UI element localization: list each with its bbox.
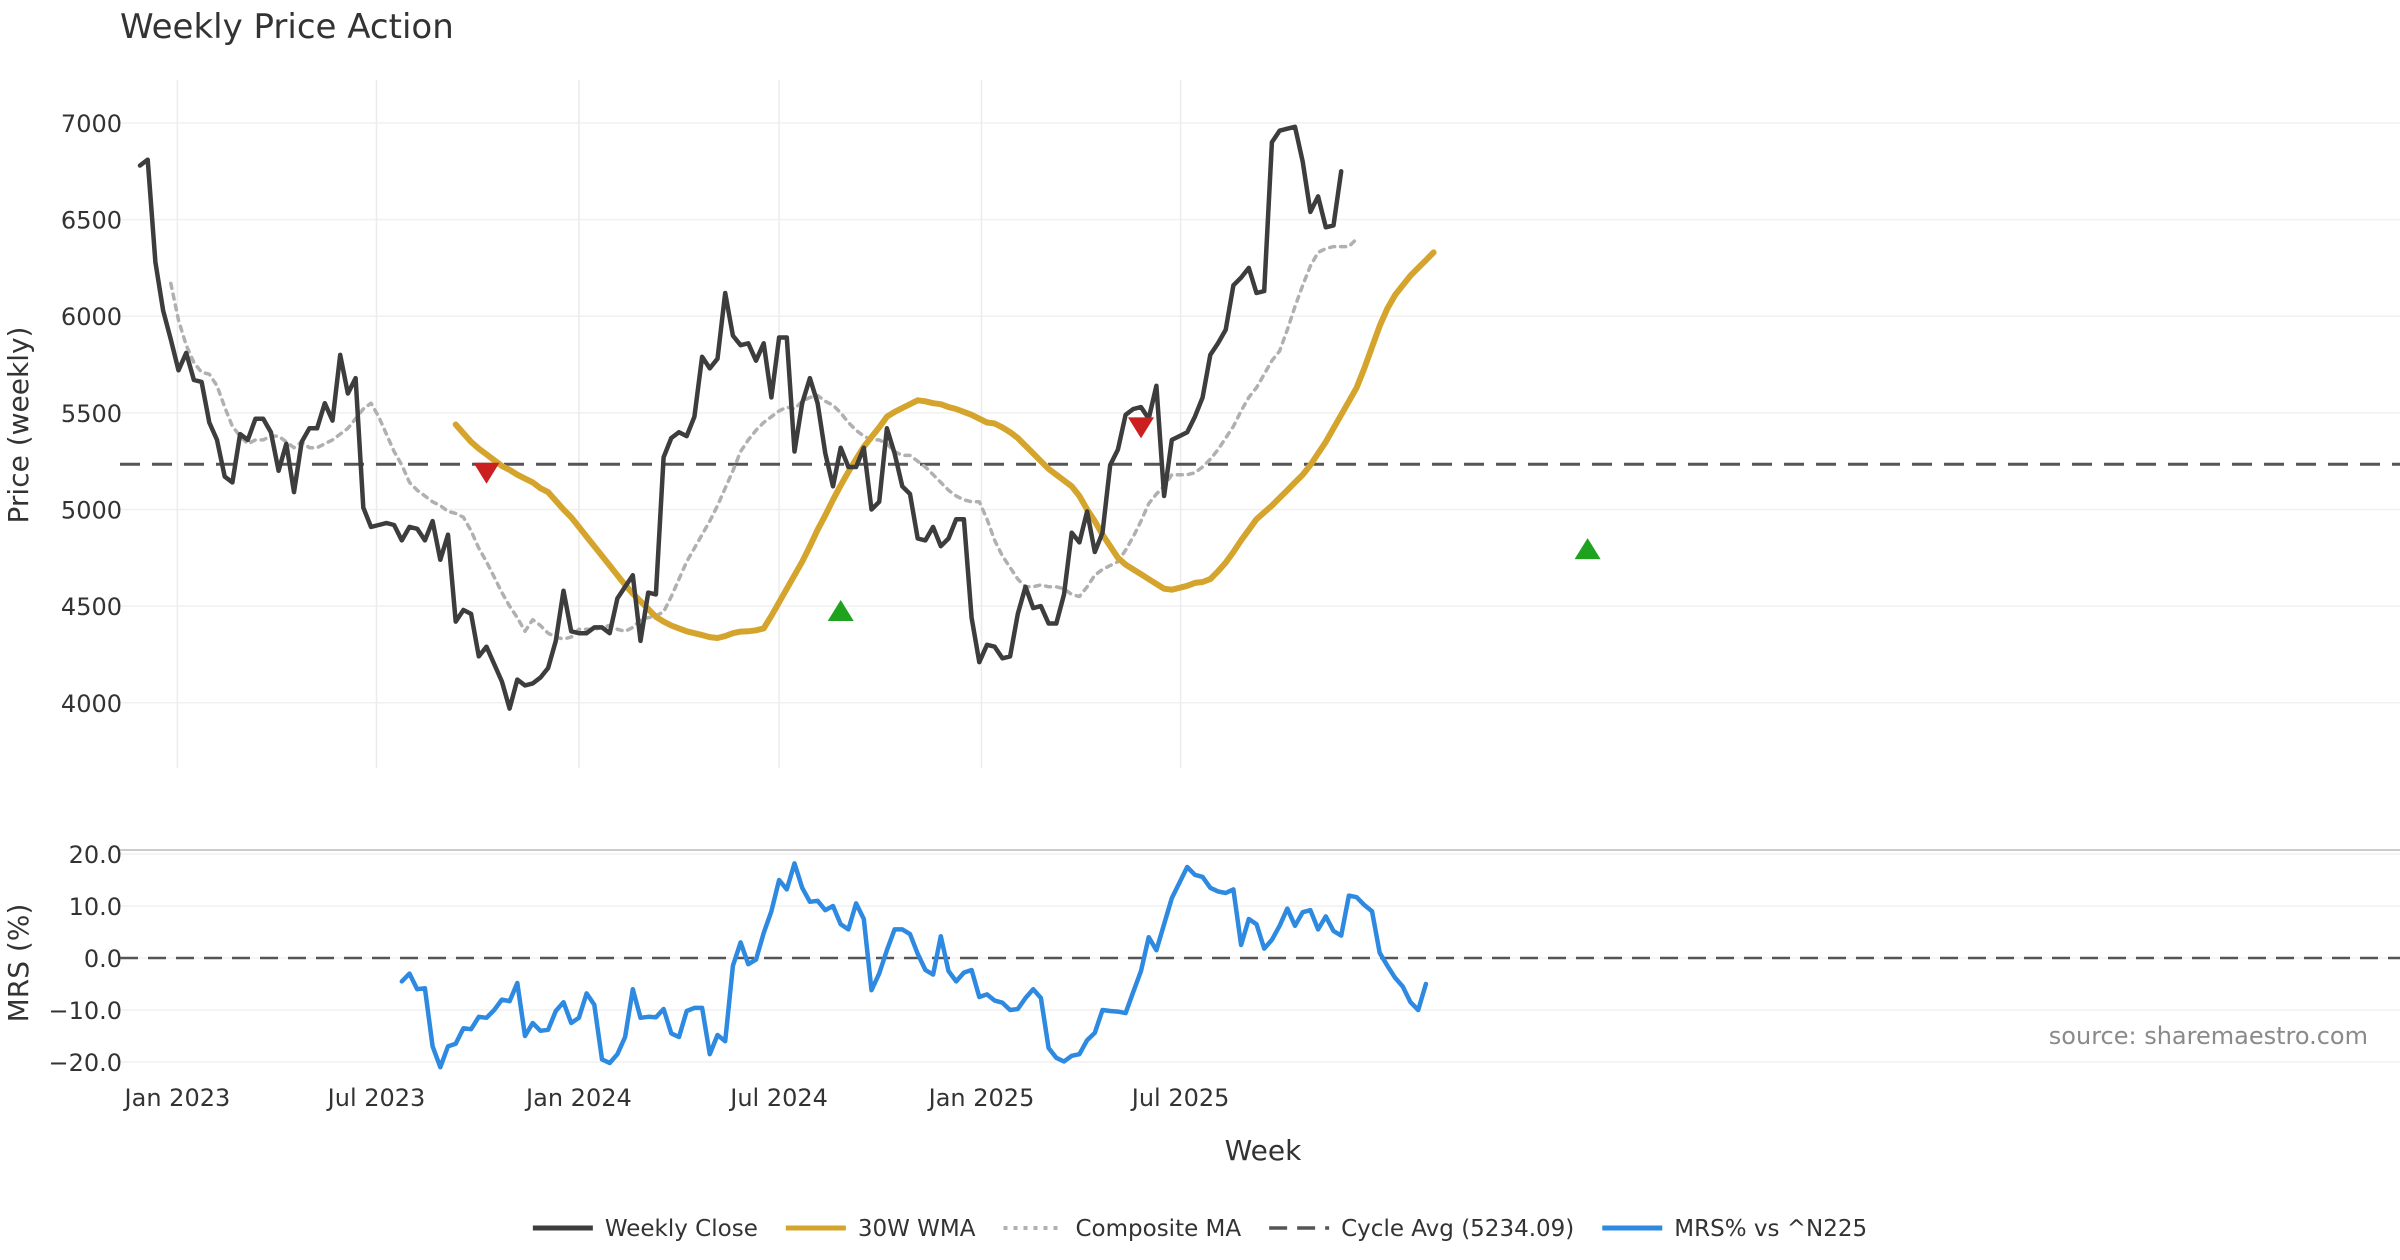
x-tick-label: Jan 2025	[927, 1084, 1035, 1112]
price-y-tick-label: 4000	[61, 690, 122, 718]
mrs-series-group	[399, 861, 1429, 1070]
legend-label: Weekly Close	[605, 1216, 758, 1242]
x-tick-label: Jul 2025	[1130, 1084, 1230, 1112]
price-y-tick-label: 6500	[61, 207, 122, 235]
source-label: source: sharemaestro.com	[2049, 1022, 2368, 1050]
mrs-y-tick-label: 0.0	[84, 945, 122, 973]
x-tick-label: Jan 2024	[524, 1084, 632, 1112]
price-y-tick-label: 5000	[61, 496, 122, 524]
mrs-y-ticks: −20.0 −10.0 0.0 10.0 20.0	[48, 841, 122, 1077]
legend-item: Composite MA	[1003, 1216, 1241, 1242]
x-tick-label: Jul 2024	[728, 1084, 828, 1112]
legend-label: MRS% vs ^N225	[1674, 1216, 1867, 1242]
mrs-line	[399, 861, 1429, 1070]
legend: Weekly Close 30W WMA Composite MA Cycle Avg…	[532, 1216, 1867, 1242]
price-panel-grid	[120, 80, 2400, 768]
price-y-tick-label: 6000	[61, 303, 122, 331]
30w-wma-line	[452, 249, 1437, 641]
sell-signal-marker	[1128, 417, 1154, 439]
weekly-close-line	[137, 124, 1344, 711]
sell-signal-marker	[473, 462, 500, 484]
price-y-axis-title: Price (weekly)	[2, 327, 35, 524]
signal-markers	[473, 417, 1601, 622]
mrs-panel-grid	[120, 853, 2400, 1063]
mrs-y-tick-label: −10.0	[48, 997, 122, 1025]
chart-title: Weekly Price Action	[120, 7, 454, 47]
x-tick-label: Jan 2023	[123, 1084, 231, 1112]
x-axis-ticks: Jan 2023 Jul 2023 Jan 2024 Jul 2024 Jan 2025…	[123, 1084, 1230, 1112]
mrs-y-tick-label: 20.0	[69, 841, 122, 869]
legend-item: 30W WMA	[785, 1216, 976, 1242]
price-y-tick-label: 5500	[61, 400, 122, 428]
mrs-y-tick-label: −20.0	[48, 1049, 122, 1077]
legend-label: Composite MA	[1075, 1216, 1241, 1242]
composite-ma-line	[169, 237, 1359, 641]
legend-item: MRS% vs ^N225	[1602, 1216, 1867, 1242]
legend-item: Cycle Avg (5234.09)	[1269, 1216, 1574, 1242]
price-series-group	[137, 124, 1437, 711]
buy-signal-marker	[827, 600, 854, 622]
legend-label: 30W WMA	[858, 1216, 976, 1242]
price-y-tick-label: 4500	[61, 593, 122, 621]
legend-item: Weekly Close	[532, 1216, 758, 1242]
price-y-ticks: 4000 4500 5000 5500 6000 6500 7000	[61, 110, 122, 718]
legend-label: Cycle Avg (5234.09)	[1341, 1216, 1574, 1242]
price-y-tick-label: 7000	[61, 110, 122, 138]
buy-signal-marker	[1574, 538, 1601, 560]
x-axis-title: Week	[1225, 1134, 1302, 1167]
mrs-y-tick-label: 10.0	[69, 893, 122, 921]
x-tick-label: Jul 2023	[326, 1084, 426, 1112]
mrs-y-axis-title: MRS (%)	[2, 904, 35, 1023]
